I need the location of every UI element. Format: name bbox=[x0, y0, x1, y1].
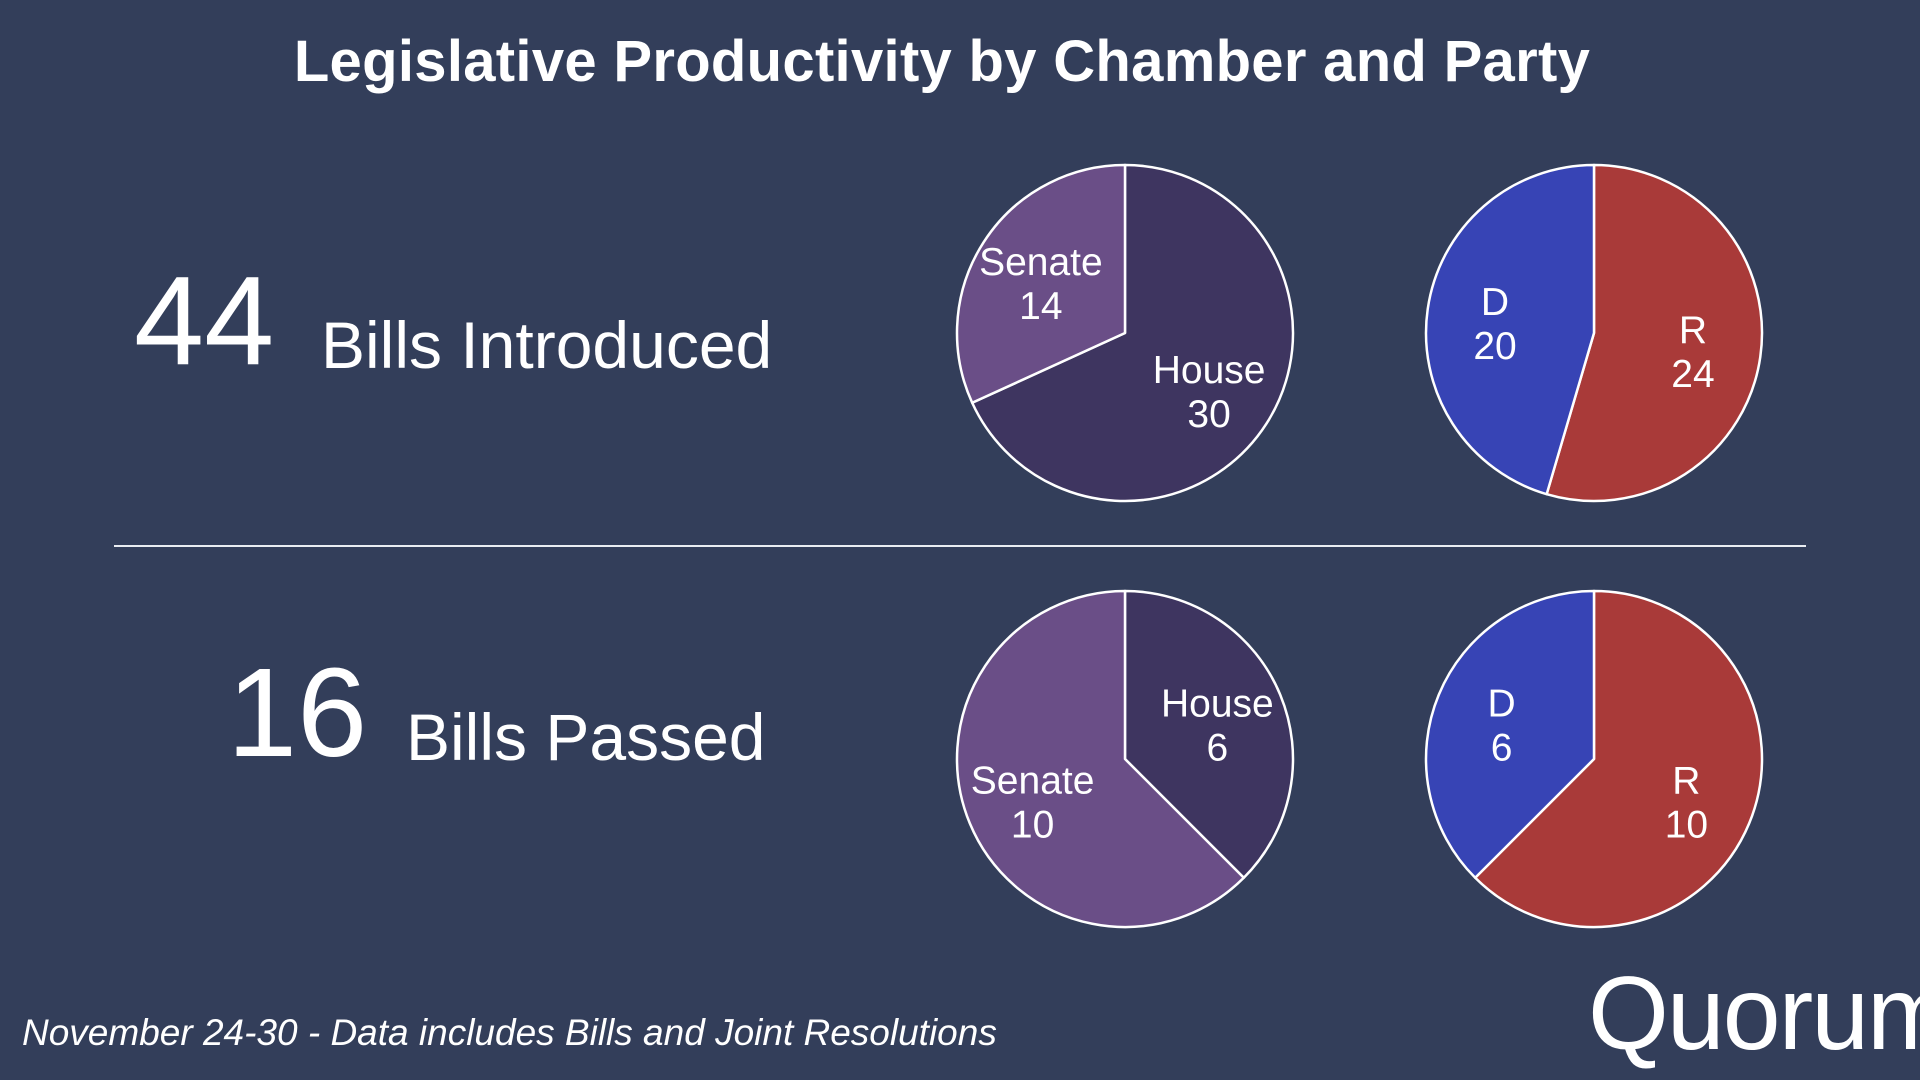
pie-slice-r bbox=[1473, 589, 1764, 929]
slice-name-label: R bbox=[1672, 759, 1700, 802]
slice-value-label: 30 bbox=[1187, 393, 1230, 436]
slice-value-label: 10 bbox=[1665, 803, 1708, 846]
pie-label-d: D20 bbox=[1473, 281, 1516, 368]
slice-name-label: Senate bbox=[979, 241, 1103, 284]
pie-label-d: D6 bbox=[1488, 683, 1516, 770]
bills-passed-count: 16 bbox=[227, 642, 368, 783]
slice-value-label: 14 bbox=[1019, 285, 1062, 328]
pie-slice-r bbox=[1545, 163, 1764, 503]
pie-slice-d bbox=[1424, 163, 1596, 496]
slice-name-label: House bbox=[1161, 683, 1274, 726]
slice-name-label: House bbox=[1153, 349, 1266, 392]
slice-name-label: D bbox=[1481, 281, 1509, 324]
slice-value-label: 24 bbox=[1671, 353, 1714, 396]
quorum-logo: Quorum bbox=[1588, 956, 1920, 1072]
bills-introduced-label: Bills Introduced bbox=[321, 308, 773, 382]
pie-slice-house bbox=[970, 163, 1295, 503]
footnote: November 24-30 - Data includes Bills and… bbox=[22, 1012, 997, 1053]
slice-name-label: R bbox=[1679, 309, 1707, 352]
slice-name-label: D bbox=[1488, 683, 1516, 726]
section-divider bbox=[114, 545, 1806, 547]
slice-value-label: 10 bbox=[1011, 803, 1054, 846]
pie-label-r: R10 bbox=[1665, 759, 1708, 846]
slice-value-label: 6 bbox=[1491, 727, 1513, 770]
slice-name-label: Senate bbox=[971, 759, 1095, 802]
pie-party-introduced: R24 D20 bbox=[1424, 163, 1764, 503]
pie-slice-d bbox=[1424, 589, 1596, 880]
pie-label-r: R24 bbox=[1671, 309, 1714, 396]
chart-title: Legislative Productivity by Chamber and … bbox=[293, 29, 1591, 94]
pie-slice-senate bbox=[955, 589, 1246, 929]
pie-party-passed: R10 D6 bbox=[1424, 589, 1764, 929]
pie-slice-house bbox=[1123, 589, 1295, 880]
pie-slice-senate bbox=[955, 163, 1127, 405]
slice-value-label: 20 bbox=[1473, 325, 1516, 368]
bills-introduced-count: 44 bbox=[134, 250, 275, 391]
slice-value-label: 6 bbox=[1207, 727, 1229, 770]
bills-passed-label: Bills Passed bbox=[406, 700, 766, 774]
